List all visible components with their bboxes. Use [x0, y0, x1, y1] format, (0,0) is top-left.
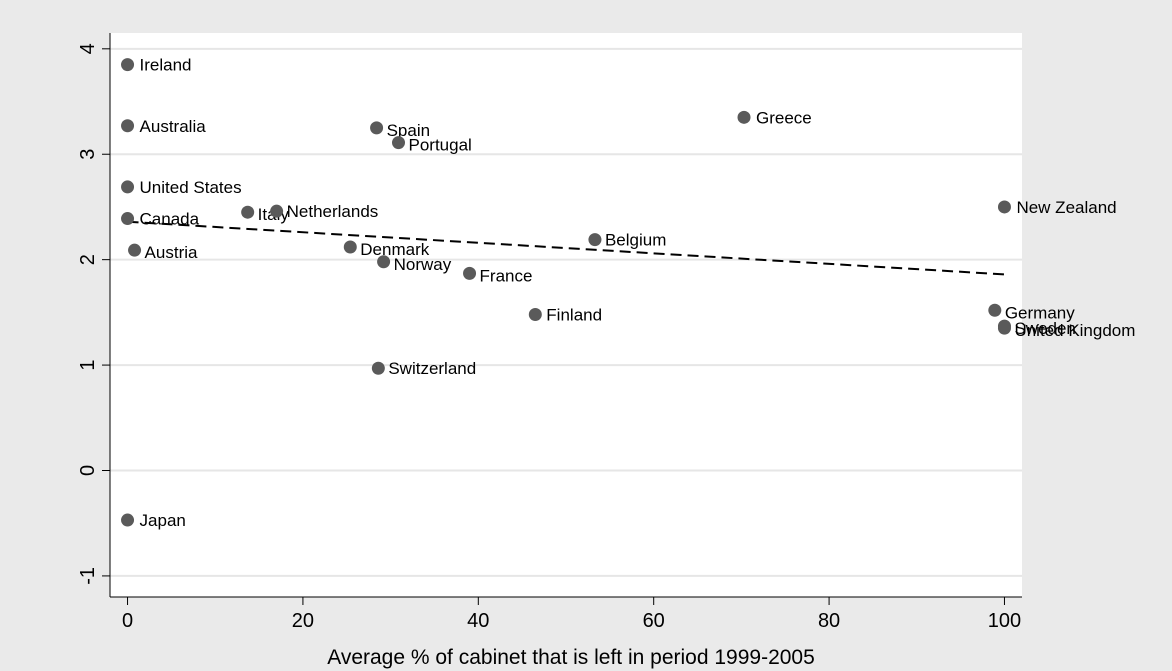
y-tick-label: 0 [77, 465, 99, 476]
data-point [370, 121, 384, 135]
point-label: Denmark [360, 240, 429, 259]
data-point [128, 243, 142, 257]
data-point [371, 361, 385, 375]
x-tick-label: 100 [988, 610, 1021, 632]
fit-line [127, 220, 1005, 276]
gridlines [110, 47, 1022, 577]
data-point [988, 303, 1002, 317]
y-tick-label: 1 [77, 360, 99, 371]
point-label: New Zealand [1016, 198, 1116, 217]
point-label: Germany [1005, 303, 1075, 322]
data-point [270, 204, 284, 218]
point-label: Switzerland [388, 359, 476, 378]
point-label: United Kingdom [1014, 321, 1135, 340]
point-label: Portugal [409, 136, 472, 155]
y-tick-label: 2 [77, 254, 99, 265]
point-label: Sweden [1014, 319, 1075, 338]
x-tick-label: 20 [292, 610, 314, 632]
point-label: Ireland [140, 56, 192, 75]
data-point [121, 513, 135, 527]
x-axis-title: Average % of cabinet that is left in per… [327, 646, 815, 669]
data-point [528, 307, 542, 321]
data-point [121, 180, 135, 194]
data-points: Ireland Australia United States Canada Austr… [121, 56, 1135, 530]
data-point [392, 136, 406, 150]
data-point [343, 240, 357, 254]
y-tick-label: 4 [77, 43, 99, 54]
point-label: Austria [145, 243, 198, 262]
point-label: Finland [546, 305, 602, 324]
data-point [377, 255, 391, 269]
point-label: Australia [140, 117, 207, 136]
data-point [463, 266, 477, 280]
data-point [737, 110, 751, 124]
data-point [588, 233, 602, 247]
data-point [121, 212, 135, 226]
point-label: Spain [387, 121, 430, 140]
plot-area [110, 33, 1022, 597]
y-tick-label: 3 [77, 149, 99, 160]
point-label: Japan [140, 511, 186, 530]
point-label: France [480, 266, 533, 285]
point-label: Norway [394, 255, 452, 274]
x-tick-label: 40 [467, 610, 489, 632]
y-tick-label: -1 [77, 567, 99, 585]
point-label: Belgium [605, 231, 666, 250]
data-point [121, 119, 135, 133]
x-tick-label: 0 [122, 610, 133, 632]
point-label: Greece [756, 108, 812, 127]
point-label: Netherlands [287, 202, 379, 221]
x-tick-label: 60 [643, 610, 665, 632]
fit-line-group [127, 220, 1005, 276]
data-point [241, 205, 255, 219]
point-label: Canada [140, 210, 200, 229]
data-point [121, 58, 135, 72]
point-label: United States [140, 178, 242, 197]
x-tick-label: 80 [818, 610, 840, 632]
data-point [997, 200, 1011, 214]
data-point [997, 321, 1011, 335]
